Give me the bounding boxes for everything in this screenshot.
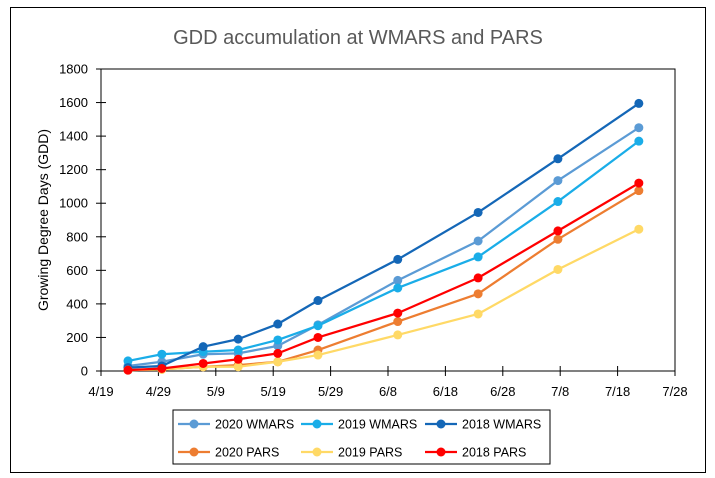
- data-point: [473, 289, 483, 299]
- data-point: [473, 252, 483, 262]
- data-point: [157, 349, 167, 359]
- series-2020-wmars: [123, 123, 644, 371]
- data-point: [273, 319, 283, 329]
- data-point: [634, 136, 644, 146]
- data-point: [198, 342, 208, 352]
- legend-item-2020-pars: 2020 PARS: [178, 446, 279, 460]
- data-point: [313, 350, 323, 360]
- x-tick-label: 6/18: [433, 384, 458, 399]
- data-point: [313, 332, 323, 342]
- data-point: [233, 345, 243, 355]
- data-point: [313, 321, 323, 331]
- legend-box: [172, 409, 551, 465]
- y-tick-label: 600: [66, 263, 88, 278]
- y-tick-label: 0: [81, 364, 88, 379]
- series-line-2020-wmars: [127, 126, 640, 368]
- data-point: [473, 273, 483, 283]
- data-point: [473, 309, 483, 319]
- legend: 2020 WMARS 2019 WMARS 2018 WMARS 2020 PARS 2…: [172, 409, 551, 465]
- x-tick-label: 6/8: [379, 384, 397, 399]
- data-point: [553, 264, 563, 274]
- data-point: [273, 357, 283, 367]
- x-tick-label: 5/19: [261, 384, 286, 399]
- legend-marker: [189, 419, 199, 429]
- data-point: [393, 317, 403, 327]
- data-point: [473, 207, 483, 217]
- series-layer: [123, 98, 644, 375]
- data-point: [123, 356, 133, 366]
- data-point: [553, 176, 563, 186]
- chart-title: GDD accumulation at WMARS and PARS: [173, 27, 543, 49]
- data-point: [634, 98, 644, 108]
- data-point: [273, 348, 283, 358]
- y-tick-label: 800: [66, 229, 88, 244]
- data-point: [157, 363, 167, 373]
- data-point: [233, 362, 243, 372]
- legend-label: 2018 WMARS: [462, 418, 541, 432]
- data-point: [393, 254, 403, 264]
- legend-item-2018-pars: 2018 PARS: [425, 446, 526, 460]
- legend-label: 2020 WMARS: [215, 418, 294, 432]
- legend-item-2019-wmars: 2019 WMARS: [301, 418, 417, 432]
- chart-frame: [10, 7, 706, 473]
- y-tick-label: 1200: [59, 162, 88, 177]
- data-point: [553, 226, 563, 236]
- x-tick-label: 4/29: [146, 384, 171, 399]
- data-point: [273, 335, 283, 345]
- x-tick-label: 5/29: [318, 384, 343, 399]
- legend-marker: [436, 447, 446, 457]
- legend-item-2020-wmars: 2020 WMARS: [178, 418, 294, 432]
- y-tick-label: 1000: [59, 196, 88, 211]
- y-axis-title: Growing Degree Days (GDD): [35, 129, 51, 311]
- data-point: [393, 308, 403, 318]
- legend-item-2018-wmars: 2018 WMARS: [425, 418, 541, 432]
- legend-marker: [189, 447, 199, 457]
- series-2019-wmars: [123, 136, 644, 366]
- x-tick-label: 6/28: [490, 384, 515, 399]
- data-point: [634, 186, 644, 196]
- data-point: [393, 330, 403, 340]
- legend-label: 2020 PARS: [215, 446, 279, 460]
- series-line-2019-pars: [127, 228, 640, 372]
- legend-label: 2018 PARS: [462, 446, 526, 460]
- data-point: [393, 283, 403, 293]
- data-point: [473, 236, 483, 246]
- y-tick-label: 1400: [59, 129, 88, 144]
- series-2018-pars: [123, 178, 644, 375]
- legend-item-2019-pars: 2019 PARS: [301, 446, 402, 460]
- x-axis: 4/19 4/29 5/9 5/19 5/29 6/8 6/18 6/28 7/8 7/18 7/2…: [88, 366, 688, 399]
- series-line-2019-wmars: [127, 140, 640, 363]
- series-line-2018-pars: [127, 182, 640, 372]
- y-tick-label: 1600: [59, 95, 88, 110]
- data-point: [313, 296, 323, 306]
- y-tick-label: 1800: [59, 62, 88, 77]
- legend-marker: [312, 419, 322, 429]
- legend-marker: [436, 419, 446, 429]
- legend-label: 2019 WMARS: [338, 418, 417, 432]
- data-point: [393, 275, 403, 285]
- legend-marker: [312, 447, 322, 457]
- series-line-2018-wmars: [127, 102, 640, 369]
- data-point: [634, 224, 644, 234]
- data-point: [553, 234, 563, 244]
- data-point: [233, 334, 243, 344]
- y-axis: 0 200 400 600 800 1000 1200 1400 1600 1800: [59, 62, 106, 379]
- x-tick-label: 7/28: [662, 384, 687, 399]
- data-point: [123, 365, 133, 375]
- y-tick-label: 200: [66, 330, 88, 345]
- data-point: [233, 354, 243, 364]
- data-point: [634, 123, 644, 133]
- data-point: [553, 197, 563, 207]
- data-point: [634, 178, 644, 188]
- x-tick-label: 7/18: [605, 384, 630, 399]
- x-tick-label: 4/19: [88, 384, 113, 399]
- x-tick-label: 5/9: [207, 384, 225, 399]
- data-point: [553, 154, 563, 164]
- y-tick-label: 400: [66, 296, 88, 311]
- x-tick-label: 7/8: [551, 384, 569, 399]
- legend-label: 2019 PARS: [338, 446, 402, 460]
- data-point: [198, 358, 208, 368]
